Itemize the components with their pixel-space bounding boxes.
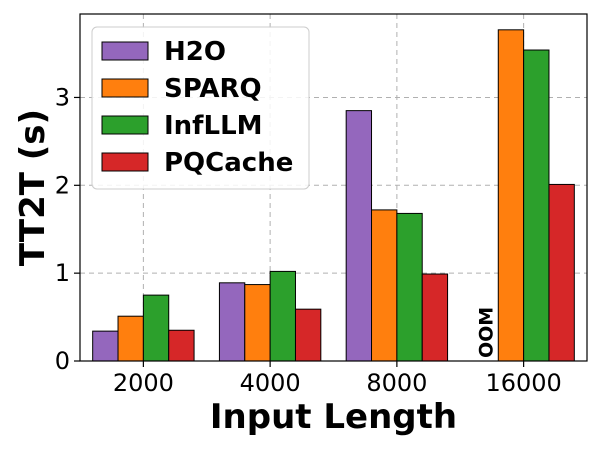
bar-sparq-2000 xyxy=(117,315,144,362)
bar-infllm-8000 xyxy=(396,212,423,362)
oom-annotation: OOM xyxy=(476,307,498,358)
bars xyxy=(92,29,575,362)
y-tick-label: 1 xyxy=(55,259,70,287)
x-axis-label: Input Length xyxy=(210,397,457,437)
bar-h2o-4000 xyxy=(218,282,246,362)
legend-label-sparq: SPARQ xyxy=(164,74,262,104)
plot-frame xyxy=(79,13,588,362)
bar-infllm-2000 xyxy=(142,294,170,362)
y-axis-ticks: 0 1 2 3 xyxy=(55,83,80,375)
bar-sparq-4000 xyxy=(244,284,271,362)
legend-label-infllm: InfLLM xyxy=(164,111,263,141)
bar-pqcache-4000 xyxy=(294,308,322,362)
bar-pqcache-8000 xyxy=(421,273,449,362)
bar-pqcache-16000 xyxy=(548,183,575,362)
y-axis-label: TT2T (s) xyxy=(13,109,53,266)
x-axis-ticks: 2000 4000 8000 16000 xyxy=(113,361,562,397)
x-tick-label: 8000 xyxy=(366,369,427,397)
legend-swatch-sparq xyxy=(101,78,149,98)
x-tick-label: 2000 xyxy=(113,369,174,397)
bar-h2o-8000 xyxy=(345,110,373,362)
x-tick-label: 4000 xyxy=(240,369,301,397)
y-tick-label: 3 xyxy=(55,83,70,111)
bar-h2o-2000 xyxy=(92,330,119,362)
x-tick-label: 16000 xyxy=(485,369,561,397)
legend-swatch-pqcache xyxy=(101,152,149,172)
legend-swatch-infllm xyxy=(101,115,149,135)
annotations: OOM xyxy=(476,307,498,358)
legend-box xyxy=(91,26,310,190)
legend-swatch-h2o xyxy=(101,41,149,61)
legend: H2O SPARQ InfLLM PQCache xyxy=(91,26,310,190)
bar-sparq-8000 xyxy=(371,209,398,362)
bar-sparq-16000 xyxy=(497,29,525,362)
bar-infllm-16000 xyxy=(523,49,550,362)
legend-label-pqcache: PQCache xyxy=(164,148,293,178)
y-tick-label: 0 xyxy=(55,347,70,375)
bar-pqcache-2000 xyxy=(168,329,195,362)
y-tick-label: 2 xyxy=(55,171,70,199)
bar-infllm-4000 xyxy=(269,270,296,362)
legend-label-h2o: H2O xyxy=(164,37,226,67)
